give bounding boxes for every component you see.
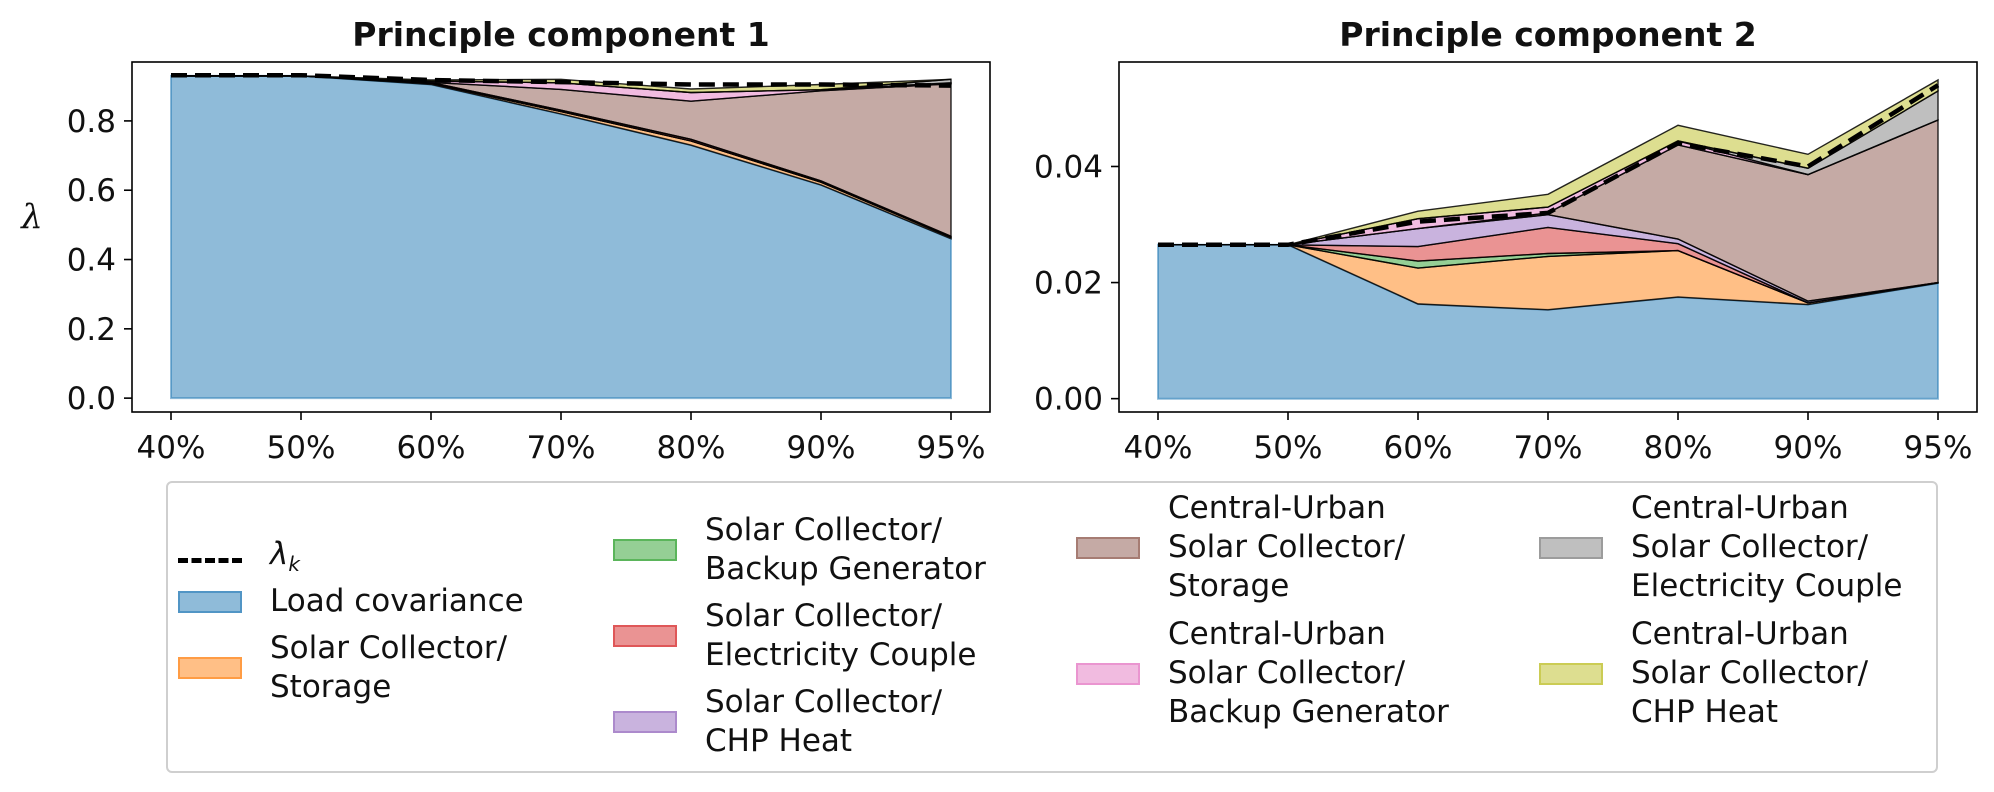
x-tick-label: 80% <box>1644 430 1713 466</box>
x-tick-label: 50% <box>1254 430 1323 466</box>
legend-swatch <box>1539 536 1603 559</box>
legend-entry-load-covariance: Load covariance <box>178 582 524 621</box>
legend-entry-solar-electricity: Solar Collector/ Electricity Couple <box>613 597 976 675</box>
legend-swatch <box>178 657 242 679</box>
legend-entry-solar-backup: Solar Collector/ Backup Generator <box>613 511 986 589</box>
x-tick-label: 50% <box>267 430 336 466</box>
legend-label: Central-Urban Solar Collector/ CHP Heat <box>1631 616 1869 730</box>
x-tick-label: 60% <box>397 430 466 466</box>
legend-swatch <box>1076 536 1140 559</box>
y-tick-label: 0.4 <box>67 243 116 279</box>
chart-panel-2: 40% 50% 60% 70% 80% 90% 95% 0.00 0.02 0.04 Princip… <box>1034 15 1978 466</box>
legend-label: Load covariance <box>270 583 524 619</box>
legend-label: Solar Collector/ Backup Generator <box>705 512 986 587</box>
area-series-9 <box>171 75 952 94</box>
y-tick-label: 0.8 <box>67 104 116 140</box>
y-tick-label: 0.02 <box>1034 266 1103 302</box>
x-tick-label: 90% <box>787 430 856 466</box>
legend-entry-solar-chp: Solar Collector/ CHP Heat <box>613 683 942 761</box>
legend-swatch <box>178 590 242 613</box>
legend-label: Central-Urban Solar Collector/ Storage <box>1168 490 1406 604</box>
legend-swatch <box>613 539 677 561</box>
legend-label: Central-Urban Solar Collector/ Backup Ge… <box>1168 616 1449 730</box>
legend-entry-cu-storage: Central-Urban Solar Collector/ Storage <box>1076 489 1405 606</box>
legend-swatch <box>613 711 677 733</box>
x-tick-label: 60% <box>1384 430 1453 466</box>
y-tick-label: 0.00 <box>1034 382 1103 418</box>
legend-entry-solar-storage: Solar Collector/ Storage <box>178 629 507 707</box>
legend-label: Central-Urban Solar Collector/ Electrici… <box>1631 490 1903 604</box>
x-tick-label: 70% <box>527 430 596 466</box>
y-axis-label: λ <box>19 197 43 237</box>
y-tick-label: 0.04 <box>1034 149 1103 185</box>
legend-swatch <box>1076 662 1140 685</box>
legend-entry-cu-chp: Central-Urban Solar Collector/ CHP Heat <box>1539 615 1868 732</box>
y-tick-label: 0.2 <box>67 312 116 348</box>
legend-dash-swatch <box>178 549 242 571</box>
x-tick-label: 40% <box>137 430 206 466</box>
x-tick-label: 70% <box>1514 430 1583 466</box>
lambda-k-line <box>171 72 952 88</box>
legend-label: Solar Collector/ Storage <box>270 630 508 705</box>
x-tick-label: 95% <box>1904 430 1973 466</box>
legend-entry-lambda: λk <box>178 535 300 584</box>
chart-title: Principle component 2 <box>1339 15 1756 54</box>
chart-title: Principle component 1 <box>352 15 769 54</box>
lambda-k-line <box>1158 83 1940 248</box>
legend-entry-cu-backup: Central-Urban Solar Collector/ Backup Ge… <box>1076 615 1449 732</box>
x-tick-label: 80% <box>657 430 726 466</box>
y-tick-label: 0.0 <box>67 381 116 417</box>
legend-label-lambda: λk <box>270 536 300 577</box>
x-tick-label: 40% <box>1124 430 1193 466</box>
x-tick-label: 95% <box>917 430 986 466</box>
legend-swatch <box>613 625 677 647</box>
legend: λk Load covariance Solar Collector/ Stor… <box>166 481 1938 773</box>
legend-swatch <box>1539 662 1603 685</box>
legend-entry-cu-electricity: Central-Urban Solar Collector/ Electrici… <box>1539 489 1902 606</box>
legend-label: Solar Collector/ CHP Heat <box>705 684 943 759</box>
chart-panel-1: 40% 50% 60% 70% 80% 90% 95% 0.0 0.2 0.4 0.6 0.8 Prin… <box>19 15 991 466</box>
y-tick-label: 0.6 <box>67 173 116 209</box>
x-tick-label: 90% <box>1774 430 1843 466</box>
legend-label: Solar Collector/ Electricity Couple <box>705 598 977 673</box>
